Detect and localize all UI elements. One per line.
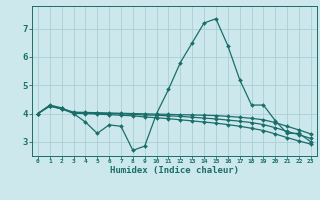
X-axis label: Humidex (Indice chaleur): Humidex (Indice chaleur) xyxy=(110,166,239,175)
